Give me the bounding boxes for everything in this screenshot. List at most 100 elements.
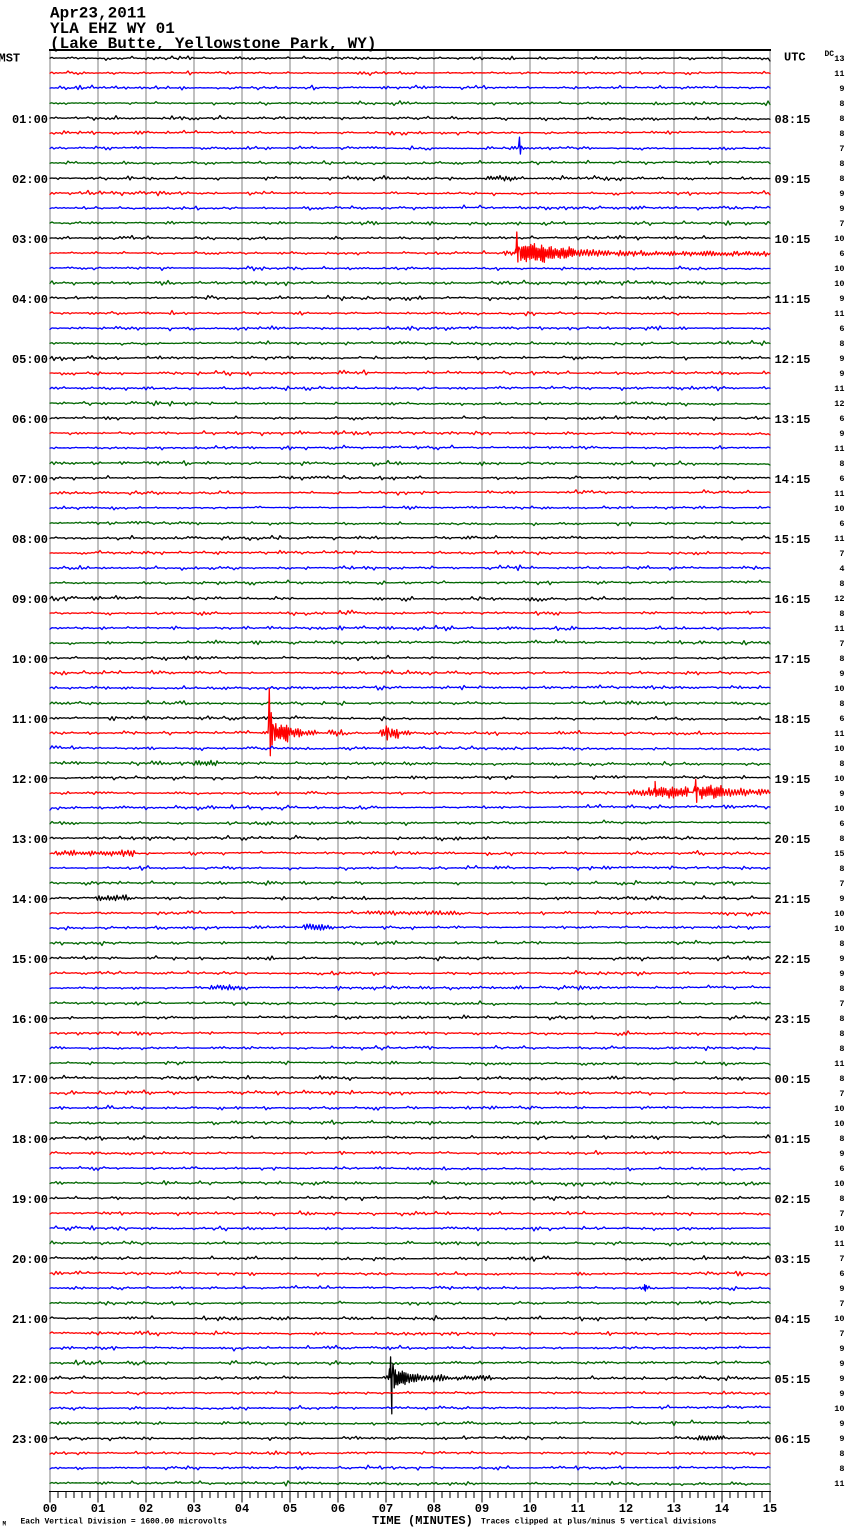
svg-text:21:15: 21:15 bbox=[775, 893, 811, 907]
svg-text:12:15: 12:15 bbox=[775, 353, 811, 367]
svg-text:7: 7 bbox=[839, 1254, 844, 1264]
svg-text:MST: MST bbox=[0, 52, 20, 66]
svg-text:20:00: 20:00 bbox=[12, 1253, 48, 1267]
svg-text:7: 7 bbox=[839, 1299, 844, 1309]
svg-text:8: 8 bbox=[839, 834, 844, 844]
svg-text:8: 8 bbox=[839, 864, 844, 874]
svg-text:00:15: 00:15 bbox=[775, 1073, 811, 1087]
svg-text:16:00: 16:00 bbox=[12, 1013, 48, 1027]
svg-text:8: 8 bbox=[839, 1194, 844, 1204]
svg-text:6: 6 bbox=[839, 1269, 844, 1279]
svg-text:10: 10 bbox=[834, 1314, 844, 1324]
svg-text:10: 10 bbox=[834, 804, 844, 814]
svg-text:7: 7 bbox=[839, 219, 844, 229]
svg-text:10: 10 bbox=[523, 1502, 537, 1516]
svg-text:DC: DC bbox=[825, 50, 835, 59]
svg-text:11: 11 bbox=[834, 1059, 844, 1069]
svg-text:8: 8 bbox=[839, 174, 844, 184]
svg-text:11: 11 bbox=[834, 489, 844, 499]
svg-text:9: 9 bbox=[839, 1344, 844, 1354]
svg-text:19:15: 19:15 bbox=[775, 773, 811, 787]
svg-text:03: 03 bbox=[187, 1502, 201, 1516]
svg-text:9: 9 bbox=[839, 1419, 844, 1429]
svg-text:22:15: 22:15 bbox=[775, 953, 811, 967]
svg-text:11: 11 bbox=[834, 69, 844, 79]
svg-text:20:15: 20:15 bbox=[775, 833, 811, 847]
svg-text:19:00: 19:00 bbox=[12, 1193, 48, 1207]
svg-text:7: 7 bbox=[839, 549, 844, 559]
svg-text:8: 8 bbox=[839, 1044, 844, 1054]
svg-text:Apr23,2011: Apr23,2011 bbox=[50, 5, 146, 23]
svg-text:8: 8 bbox=[839, 1449, 844, 1459]
svg-text:9: 9 bbox=[839, 1284, 844, 1294]
svg-text:8: 8 bbox=[839, 1014, 844, 1024]
svg-text:9: 9 bbox=[839, 189, 844, 199]
svg-text:TIME (MINUTES): TIME (MINUTES) bbox=[372, 1514, 473, 1528]
svg-text:10: 10 bbox=[834, 279, 844, 289]
svg-text:07:00: 07:00 bbox=[12, 473, 48, 487]
svg-text:6: 6 bbox=[839, 714, 844, 724]
svg-text:8: 8 bbox=[839, 159, 844, 169]
svg-text:Traces clipped at plus/minus 5: Traces clipped at plus/minus 5 vertical … bbox=[481, 1518, 716, 1527]
svg-text:6: 6 bbox=[839, 414, 844, 424]
svg-text:06:15: 06:15 bbox=[775, 1433, 811, 1447]
svg-text:05:00: 05:00 bbox=[12, 353, 48, 367]
svg-text:08:15: 08:15 bbox=[775, 113, 811, 127]
svg-text:8: 8 bbox=[839, 759, 844, 769]
svg-text:10: 10 bbox=[834, 234, 844, 244]
svg-text:12:00: 12:00 bbox=[12, 773, 48, 787]
svg-text:11:00: 11:00 bbox=[12, 713, 48, 727]
svg-text:4: 4 bbox=[839, 564, 844, 574]
svg-text:11: 11 bbox=[834, 534, 844, 544]
svg-text:10: 10 bbox=[834, 1224, 844, 1234]
svg-text:11: 11 bbox=[834, 1479, 844, 1489]
svg-text:6: 6 bbox=[839, 474, 844, 484]
svg-text:21:00: 21:00 bbox=[12, 1313, 48, 1327]
svg-text:01:15: 01:15 bbox=[775, 1133, 811, 1147]
svg-text:08:00: 08:00 bbox=[12, 533, 48, 547]
svg-text:15: 15 bbox=[763, 1502, 777, 1516]
svg-text:9: 9 bbox=[839, 1359, 844, 1369]
svg-text:6: 6 bbox=[839, 1164, 844, 1174]
svg-text:03:15: 03:15 bbox=[775, 1253, 811, 1267]
svg-text:10: 10 bbox=[834, 924, 844, 934]
svg-text:YLA EHZ WY 01: YLA EHZ WY 01 bbox=[50, 20, 175, 38]
svg-text:9: 9 bbox=[839, 1149, 844, 1159]
svg-text:06:00: 06:00 bbox=[12, 413, 48, 427]
svg-text:8: 8 bbox=[839, 1074, 844, 1084]
svg-text:13: 13 bbox=[667, 1502, 681, 1516]
svg-text:13:15: 13:15 bbox=[775, 413, 811, 427]
svg-text:9: 9 bbox=[839, 669, 844, 679]
svg-text:04:15: 04:15 bbox=[775, 1313, 811, 1327]
svg-text:8: 8 bbox=[839, 129, 844, 139]
svg-text:11: 11 bbox=[834, 624, 844, 634]
svg-text:01:00: 01:00 bbox=[12, 113, 48, 127]
svg-text:9: 9 bbox=[839, 84, 844, 94]
svg-text:9: 9 bbox=[839, 954, 844, 964]
svg-text:8: 8 bbox=[839, 1029, 844, 1039]
svg-text:12: 12 bbox=[619, 1502, 633, 1516]
svg-text:13:00: 13:00 bbox=[12, 833, 48, 847]
svg-text:15: 15 bbox=[834, 849, 844, 859]
svg-text:(Lake Butte, Yellowstone Park,: (Lake Butte, Yellowstone Park, WY) bbox=[50, 35, 376, 53]
svg-text:10:00: 10:00 bbox=[12, 653, 48, 667]
svg-text:14:15: 14:15 bbox=[775, 473, 811, 487]
svg-text:8: 8 bbox=[839, 1464, 844, 1474]
svg-text:7: 7 bbox=[839, 1089, 844, 1099]
svg-text:8: 8 bbox=[839, 984, 844, 994]
svg-text:7: 7 bbox=[839, 639, 844, 649]
svg-text:10: 10 bbox=[834, 1404, 844, 1414]
svg-text:10:15: 10:15 bbox=[775, 233, 811, 247]
svg-text:7: 7 bbox=[839, 1209, 844, 1219]
svg-text:Each Vertical Division = 1600.: Each Vertical Division = 1600.00 microvo… bbox=[21, 1518, 228, 1527]
svg-text:6: 6 bbox=[839, 324, 844, 334]
svg-text:18:00: 18:00 bbox=[12, 1133, 48, 1147]
svg-text:6: 6 bbox=[839, 249, 844, 259]
svg-text:9: 9 bbox=[839, 894, 844, 904]
svg-text:02: 02 bbox=[139, 1502, 153, 1516]
svg-text:8: 8 bbox=[839, 579, 844, 589]
svg-text:04: 04 bbox=[235, 1502, 249, 1516]
svg-text:7: 7 bbox=[839, 144, 844, 154]
svg-text:12: 12 bbox=[834, 399, 844, 409]
svg-text:10: 10 bbox=[834, 684, 844, 694]
